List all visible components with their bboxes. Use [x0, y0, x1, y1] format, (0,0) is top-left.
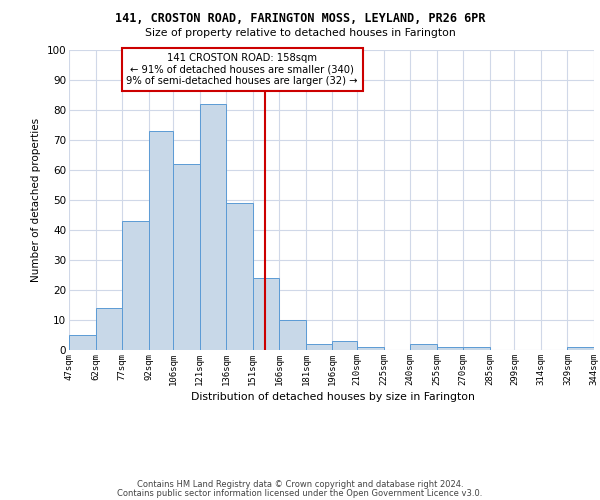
Bar	[280, 320, 306, 350]
Bar	[568, 347, 594, 350]
Text: Size of property relative to detached houses in Farington: Size of property relative to detached ho…	[145, 28, 455, 38]
Bar	[437, 347, 463, 350]
Text: 141, CROSTON ROAD, FARINGTON MOSS, LEYLAND, PR26 6PR: 141, CROSTON ROAD, FARINGTON MOSS, LEYLA…	[115, 12, 485, 26]
Text: Contains HM Land Registry data © Crown copyright and database right 2024.: Contains HM Land Registry data © Crown c…	[137, 480, 463, 489]
Bar	[95, 308, 122, 350]
Bar	[463, 347, 490, 350]
Bar	[149, 131, 173, 350]
Bar	[357, 347, 383, 350]
Y-axis label: Number of detached properties: Number of detached properties	[31, 118, 41, 282]
Bar	[253, 278, 280, 350]
Bar	[306, 344, 332, 350]
Text: Distribution of detached houses by size in Farington: Distribution of detached houses by size …	[191, 392, 475, 402]
Text: 141 CROSTON ROAD: 158sqm
← 91% of detached houses are smaller (340)
9% of semi-d: 141 CROSTON ROAD: 158sqm ← 91% of detach…	[127, 53, 358, 86]
Bar	[200, 104, 226, 350]
Bar	[332, 341, 357, 350]
Text: Contains public sector information licensed under the Open Government Licence v3: Contains public sector information licen…	[118, 488, 482, 498]
Bar	[69, 335, 95, 350]
Bar	[226, 203, 253, 350]
Bar	[122, 221, 149, 350]
Bar	[410, 344, 437, 350]
Bar	[173, 164, 200, 350]
